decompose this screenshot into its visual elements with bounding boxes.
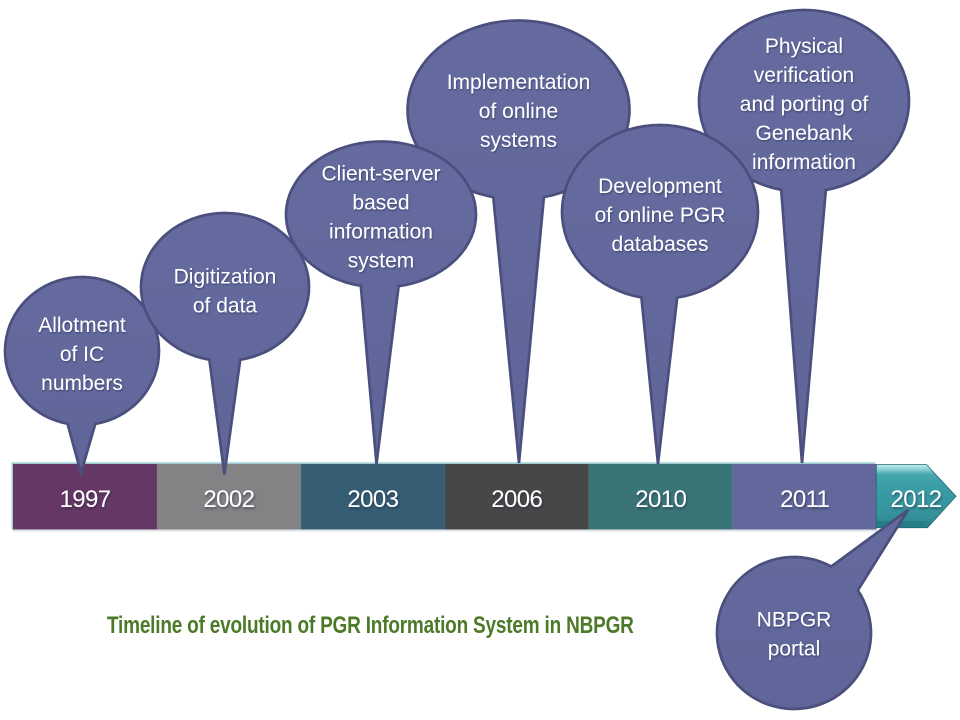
svg-text:2010: 2010 [635, 486, 686, 513]
svg-text:2012: 2012 [891, 486, 942, 513]
svg-text:information: information [329, 221, 433, 244]
svg-text:Allotment: Allotment [38, 314, 126, 337]
svg-text:of online: of online [479, 100, 558, 123]
svg-text:2003: 2003 [347, 486, 398, 513]
svg-text:of data: of data [193, 295, 258, 318]
svg-text:Implementation: Implementation [447, 71, 591, 94]
svg-text:and porting of: and porting of [740, 93, 869, 116]
svg-text:portal: portal [768, 638, 821, 661]
svg-text:Development: Development [598, 175, 722, 198]
svg-text:verification: verification [754, 64, 854, 87]
svg-text:numbers: numbers [41, 372, 123, 395]
svg-text:Genebank: Genebank [756, 122, 853, 145]
svg-text:2002: 2002 [203, 486, 254, 513]
svg-text:Client-server: Client-server [321, 163, 440, 186]
svg-text:Timeline of evolution of PGR I: Timeline of evolution of PGR Information… [107, 612, 634, 639]
svg-text:information: information [752, 151, 856, 174]
svg-text:based: based [352, 192, 409, 215]
svg-text:system: system [348, 250, 415, 273]
svg-text:Digitization: Digitization [174, 266, 277, 289]
svg-text:Physical: Physical [765, 35, 843, 58]
svg-text:of IC: of IC [60, 343, 104, 366]
svg-text:2006: 2006 [491, 486, 542, 513]
svg-text:1997: 1997 [60, 486, 111, 513]
svg-text:NBPGR: NBPGR [757, 609, 832, 632]
svg-text:systems: systems [480, 129, 557, 152]
svg-text:of online PGR: of online PGR [595, 204, 726, 227]
svg-text:databases: databases [612, 233, 709, 256]
svg-text:2011: 2011 [780, 486, 829, 513]
